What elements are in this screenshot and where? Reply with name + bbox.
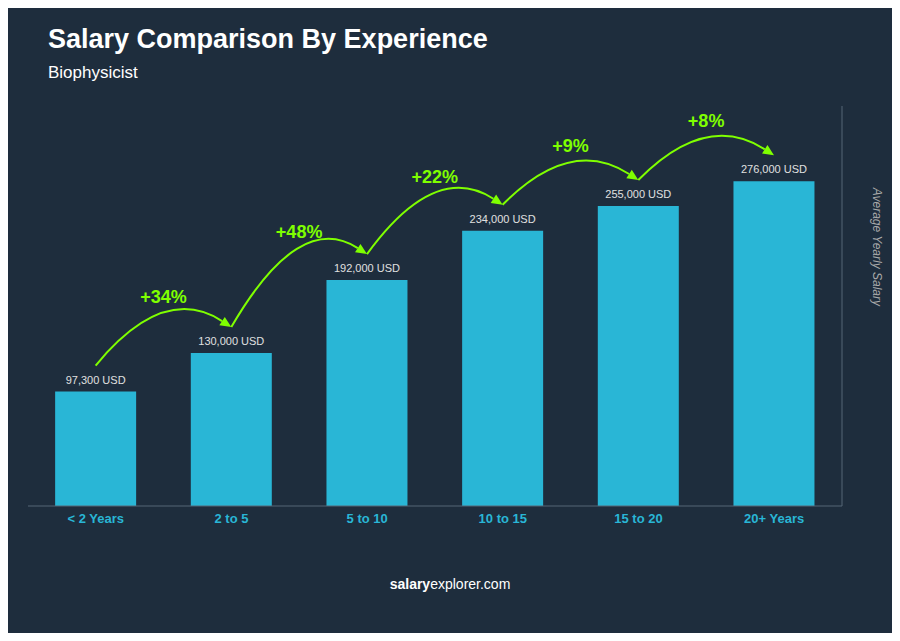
- svg-text:+48%: +48%: [276, 222, 323, 242]
- svg-text:10 to 15: 10 to 15: [479, 511, 527, 526]
- svg-text:+9%: +9%: [552, 136, 589, 156]
- svg-text:2 to 5: 2 to 5: [215, 511, 249, 526]
- svg-text:234,000 USD: 234,000 USD: [470, 213, 536, 225]
- svg-text:Average Yearly Salary: Average Yearly Salary: [870, 187, 884, 307]
- svg-text:5 to 10: 5 to 10: [347, 511, 388, 526]
- html-text:Salary Comparison By Experienc: Salary Comparison By Experience: [48, 24, 488, 54]
- svg-text:97,300 USD: 97,300 USD: [66, 374, 126, 386]
- svg-text:+8%: +8%: [688, 111, 725, 131]
- svg-text:130,000 USD: 130,000 USD: [198, 335, 264, 347]
- html-text:salary explorer.com: salary explorer.com: [389, 576, 511, 592]
- svg-text:+34%: +34%: [140, 287, 187, 307]
- svg-text:276,000 USD: 276,000 USD: [741, 163, 807, 175]
- svg-text:< 2 Years: < 2 Years: [68, 511, 125, 526]
- svg-text:20+ Years: 20+ Years: [744, 511, 804, 526]
- svg-text:192,000 USD: 192,000 USD: [334, 262, 400, 274]
- svg-text:+22%: +22%: [412, 167, 459, 187]
- svg-text:15 to 20: 15 to 20: [614, 511, 662, 526]
- svg-text:255,000 USD: 255,000 USD: [605, 188, 671, 200]
- html-text:Biophysicist: Biophysicist: [48, 63, 138, 82]
